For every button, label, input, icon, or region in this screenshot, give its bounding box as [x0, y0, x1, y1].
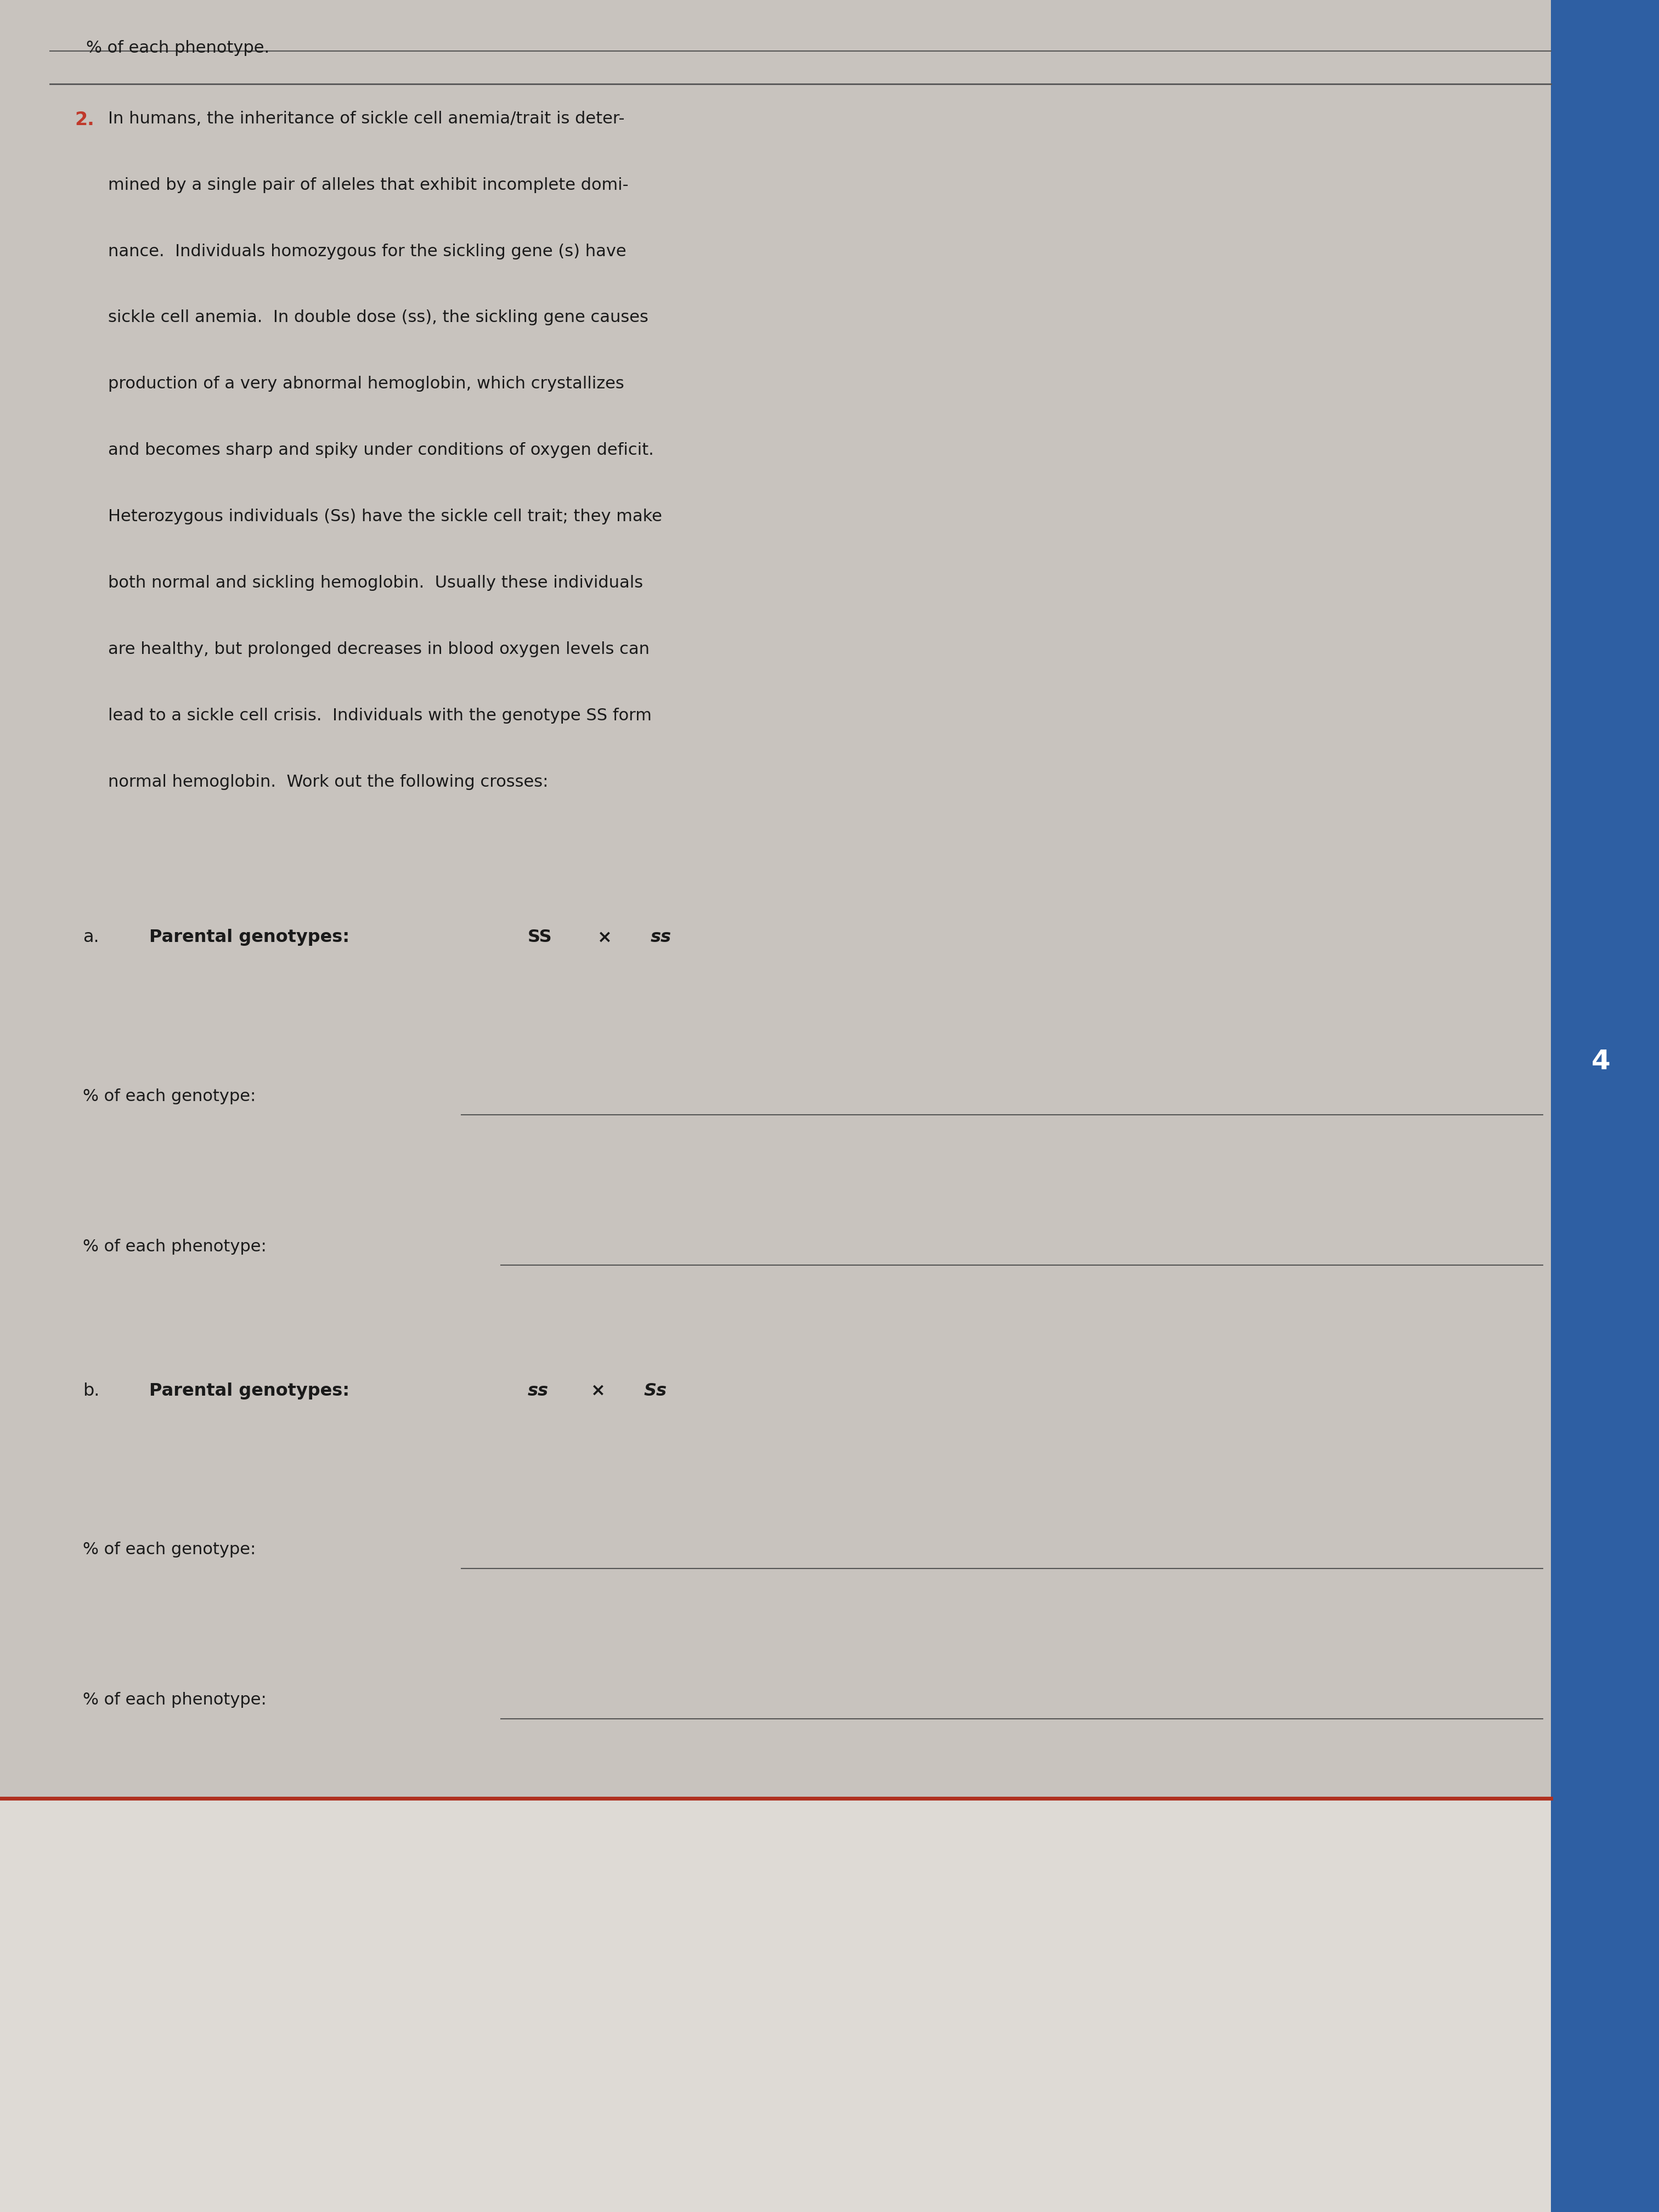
Text: % of each phenotype:: % of each phenotype:	[83, 1239, 267, 1254]
Text: In humans, the inheritance of sickle cell anemia/trait is deter-: In humans, the inheritance of sickle cel…	[108, 111, 624, 126]
Text: ss: ss	[650, 929, 672, 947]
Text: ×: ×	[591, 1383, 606, 1400]
Text: normal hemoglobin.  Work out the following crosses:: normal hemoglobin. Work out the followin…	[108, 774, 547, 790]
Text: 2.: 2.	[75, 111, 95, 128]
Text: b.: b.	[83, 1383, 100, 1400]
Text: sickle cell anemia.  In double dose (ss), the sickling gene causes: sickle cell anemia. In double dose (ss),…	[108, 310, 649, 325]
Text: Heterozygous individuals (Ss) have the sickle cell trait; they make: Heterozygous individuals (Ss) have the s…	[108, 509, 662, 524]
Text: and becomes sharp and spiky under conditions of oxygen deficit.: and becomes sharp and spiky under condit…	[108, 442, 654, 458]
Text: % of each phenotype:: % of each phenotype:	[83, 1692, 267, 1708]
Text: production of a very abnormal hemoglobin, which crystallizes: production of a very abnormal hemoglobin…	[108, 376, 624, 392]
Bar	[1551, 0, 1659, 2212]
Text: mined by a single pair of alleles that exhibit incomplete domi-: mined by a single pair of alleles that e…	[108, 177, 629, 192]
Text: ×: ×	[597, 929, 612, 947]
Text: ss: ss	[528, 1383, 549, 1400]
Text: SS: SS	[528, 929, 552, 947]
Text: % of each phenotype.: % of each phenotype.	[86, 40, 269, 55]
Text: % of each genotype:: % of each genotype:	[83, 1088, 255, 1104]
Text: Ss: Ss	[644, 1383, 667, 1400]
Text: a.: a.	[83, 929, 100, 947]
Bar	[0, 1798, 1551, 2212]
Text: both normal and sickling hemoglobin.  Usually these individuals: both normal and sickling hemoglobin. Usu…	[108, 575, 642, 591]
Text: 4: 4	[1591, 1048, 1611, 1075]
Text: nance.  Individuals homozygous for the sickling gene (s) have: nance. Individuals homozygous for the si…	[108, 243, 625, 259]
Text: Parental genotypes:: Parental genotypes:	[149, 929, 355, 947]
Text: are healthy, but prolonged decreases in blood oxygen levels can: are healthy, but prolonged decreases in …	[108, 641, 649, 657]
Text: % of each genotype:: % of each genotype:	[83, 1542, 255, 1557]
Text: Parental genotypes:: Parental genotypes:	[149, 1383, 355, 1400]
Text: lead to a sickle cell crisis.  Individuals with the genotype SS form: lead to a sickle cell crisis. Individual…	[108, 708, 652, 723]
